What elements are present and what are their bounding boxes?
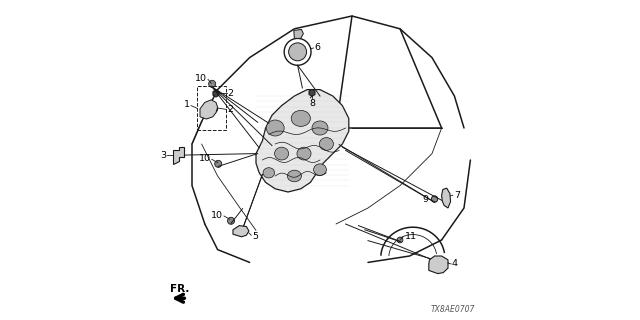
Text: 10: 10 <box>195 74 207 83</box>
Circle shape <box>397 237 403 243</box>
Text: 2: 2 <box>227 89 233 98</box>
Text: 10: 10 <box>199 154 211 163</box>
Circle shape <box>228 217 235 224</box>
Polygon shape <box>309 89 315 96</box>
Ellipse shape <box>287 170 301 182</box>
Circle shape <box>209 80 216 87</box>
Circle shape <box>431 196 438 202</box>
Circle shape <box>289 43 307 61</box>
Text: 10: 10 <box>211 211 223 220</box>
Ellipse shape <box>314 164 326 175</box>
Text: TX8AE0707: TX8AE0707 <box>431 305 475 314</box>
Text: 2: 2 <box>227 105 233 114</box>
Circle shape <box>438 265 443 270</box>
Text: 3: 3 <box>160 151 166 160</box>
Bar <box>197 86 226 130</box>
Text: 9: 9 <box>422 196 428 204</box>
Circle shape <box>431 262 436 268</box>
Ellipse shape <box>263 168 275 178</box>
Text: 11: 11 <box>404 232 417 241</box>
Polygon shape <box>429 256 448 274</box>
Ellipse shape <box>297 147 311 160</box>
Circle shape <box>238 228 243 234</box>
Ellipse shape <box>312 121 328 135</box>
Ellipse shape <box>275 147 289 160</box>
Ellipse shape <box>319 138 333 150</box>
Polygon shape <box>173 147 184 164</box>
Text: 4: 4 <box>452 260 458 268</box>
Polygon shape <box>233 226 249 237</box>
Circle shape <box>210 105 218 113</box>
Polygon shape <box>294 29 303 38</box>
Text: 8: 8 <box>309 99 315 108</box>
Polygon shape <box>213 90 219 97</box>
Polygon shape <box>256 90 349 192</box>
Text: 1: 1 <box>184 100 191 109</box>
Polygon shape <box>200 100 218 119</box>
Circle shape <box>215 160 222 167</box>
Text: 5: 5 <box>252 232 258 241</box>
Circle shape <box>443 260 448 266</box>
Polygon shape <box>442 188 451 208</box>
Text: FR.: FR. <box>170 284 189 294</box>
Ellipse shape <box>266 120 284 136</box>
Text: 6: 6 <box>314 43 320 52</box>
Text: 7: 7 <box>454 191 460 200</box>
Ellipse shape <box>291 110 310 126</box>
